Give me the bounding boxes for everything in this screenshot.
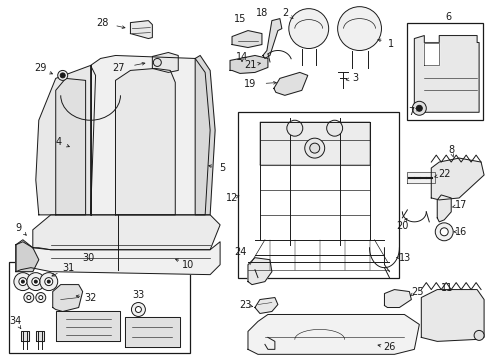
Circle shape xyxy=(309,143,319,153)
Polygon shape xyxy=(195,55,215,215)
Text: 2: 2 xyxy=(282,8,288,18)
Text: 1: 1 xyxy=(387,39,394,49)
Polygon shape xyxy=(16,240,220,275)
Circle shape xyxy=(40,273,58,291)
Text: 26: 26 xyxy=(383,342,395,352)
Circle shape xyxy=(14,273,32,291)
Circle shape xyxy=(131,302,145,316)
Circle shape xyxy=(47,280,50,283)
Text: 21: 21 xyxy=(244,60,256,71)
Polygon shape xyxy=(407,172,434,183)
Text: 34: 34 xyxy=(10,316,22,327)
Text: 14: 14 xyxy=(235,53,247,63)
Circle shape xyxy=(288,9,328,49)
Text: 29: 29 xyxy=(35,63,47,73)
Circle shape xyxy=(24,293,34,302)
Circle shape xyxy=(36,293,46,302)
Text: 15: 15 xyxy=(233,14,245,24)
Text: 6: 6 xyxy=(444,12,450,22)
Text: 5: 5 xyxy=(219,163,225,173)
Text: 11: 11 xyxy=(440,283,452,293)
Circle shape xyxy=(153,58,161,67)
Text: 25: 25 xyxy=(410,287,423,297)
Circle shape xyxy=(411,101,426,115)
Bar xyxy=(238,112,399,278)
Circle shape xyxy=(337,7,381,50)
Text: 33: 33 xyxy=(132,289,144,300)
Text: 16: 16 xyxy=(454,227,467,237)
Polygon shape xyxy=(53,285,82,311)
Bar xyxy=(407,23,482,120)
Circle shape xyxy=(45,278,53,285)
Polygon shape xyxy=(33,215,220,250)
Text: 28: 28 xyxy=(96,18,108,28)
Circle shape xyxy=(58,71,67,80)
Circle shape xyxy=(27,273,45,291)
Text: 32: 32 xyxy=(84,293,97,302)
Text: 8: 8 xyxy=(447,145,453,155)
Text: 20: 20 xyxy=(395,221,408,231)
Polygon shape xyxy=(247,315,419,354)
Polygon shape xyxy=(36,66,95,215)
Polygon shape xyxy=(232,31,262,48)
Circle shape xyxy=(439,228,447,236)
Polygon shape xyxy=(152,53,178,72)
Text: 27: 27 xyxy=(112,63,124,73)
Polygon shape xyxy=(229,55,267,73)
Polygon shape xyxy=(125,318,180,347)
Circle shape xyxy=(21,280,24,283)
Polygon shape xyxy=(260,122,369,165)
Circle shape xyxy=(434,223,452,241)
Text: 18: 18 xyxy=(255,8,267,18)
Text: 23: 23 xyxy=(238,300,251,310)
Text: 4: 4 xyxy=(56,137,61,147)
Polygon shape xyxy=(56,311,120,341)
Circle shape xyxy=(135,306,141,312)
Polygon shape xyxy=(263,19,281,58)
Circle shape xyxy=(326,120,342,136)
Polygon shape xyxy=(421,289,483,341)
Polygon shape xyxy=(273,72,307,95)
Text: 9: 9 xyxy=(16,223,22,233)
Circle shape xyxy=(286,120,302,136)
Circle shape xyxy=(415,105,422,111)
Text: 3: 3 xyxy=(352,73,358,84)
Circle shape xyxy=(60,73,65,78)
Text: 24: 24 xyxy=(233,247,245,257)
Circle shape xyxy=(304,138,324,158)
Polygon shape xyxy=(413,36,478,112)
Bar xyxy=(9,262,190,353)
Polygon shape xyxy=(115,68,175,215)
Text: 22: 22 xyxy=(437,169,449,179)
Circle shape xyxy=(473,330,483,340)
Text: 12: 12 xyxy=(225,193,238,203)
Polygon shape xyxy=(56,78,85,215)
Polygon shape xyxy=(247,258,271,285)
Polygon shape xyxy=(430,158,483,200)
Polygon shape xyxy=(254,298,277,314)
Circle shape xyxy=(19,278,27,285)
Text: 7: 7 xyxy=(407,107,414,117)
Polygon shape xyxy=(384,289,410,307)
Polygon shape xyxy=(90,55,210,215)
Text: 13: 13 xyxy=(398,253,411,263)
Polygon shape xyxy=(21,332,29,341)
Polygon shape xyxy=(16,242,39,272)
Polygon shape xyxy=(436,195,450,222)
Polygon shape xyxy=(130,21,152,39)
Circle shape xyxy=(32,278,40,285)
Circle shape xyxy=(39,296,42,300)
Text: 17: 17 xyxy=(454,200,467,210)
Polygon shape xyxy=(36,332,44,341)
Text: 31: 31 xyxy=(62,263,75,273)
Circle shape xyxy=(27,296,31,300)
Polygon shape xyxy=(424,42,438,66)
Text: 19: 19 xyxy=(244,79,256,89)
Text: 30: 30 xyxy=(82,253,95,263)
Text: 10: 10 xyxy=(182,260,194,270)
Circle shape xyxy=(34,280,37,283)
